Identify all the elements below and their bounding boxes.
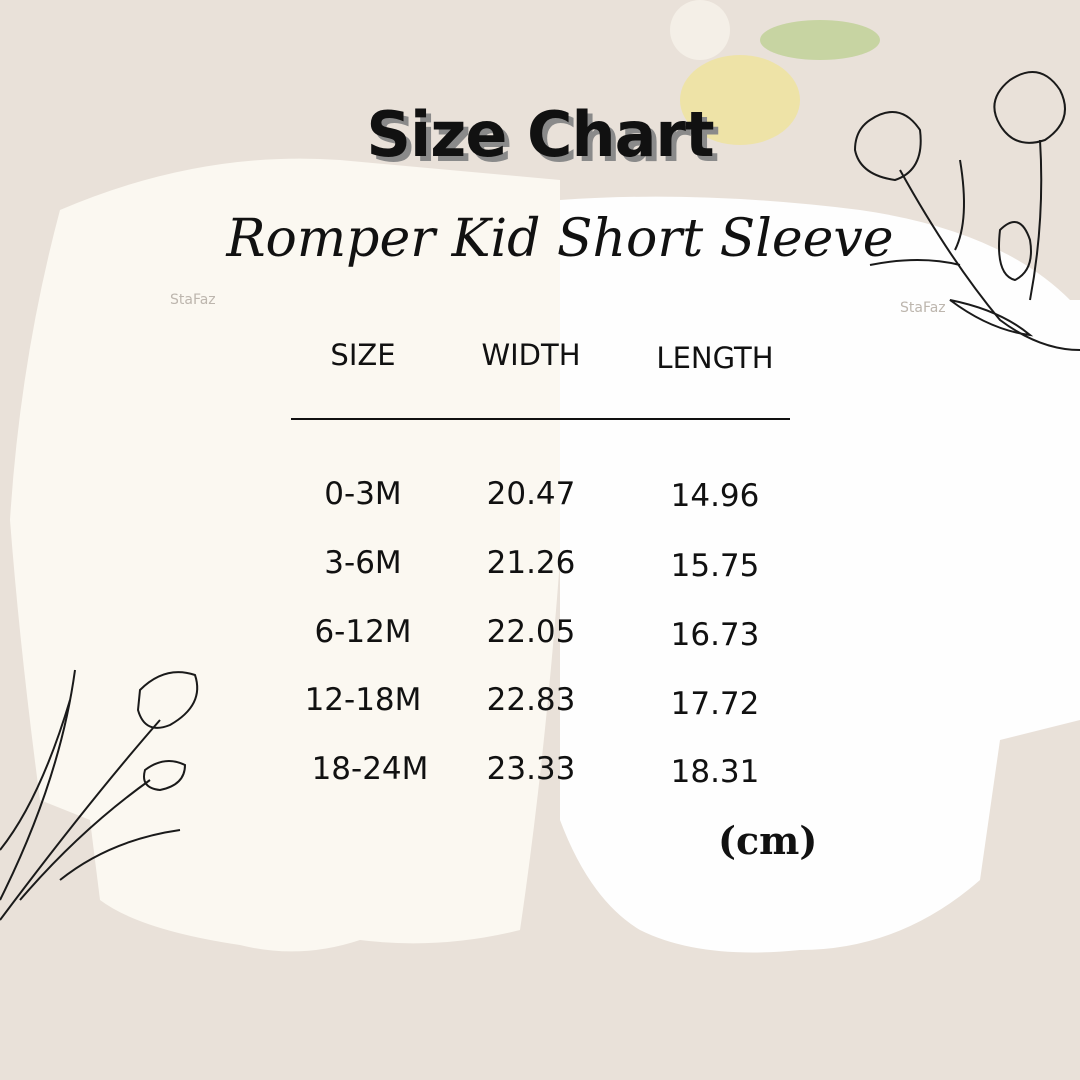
product-subtitle: Romper Kid Short Sleeve [226, 209, 894, 269]
flower-line-art-top-right [853, 71, 1080, 351]
unit-label: (cm) [718, 818, 818, 863]
cell-width: 20.47 [486, 476, 576, 512]
cell-width: 23.33 [486, 751, 576, 787]
yellow-flower-decoration [670, 0, 880, 145]
cell-length: 17.72 [670, 686, 760, 722]
cell-length: 16.73 [670, 617, 760, 653]
romper-left [10, 158, 560, 952]
header-width: WIDTH [481, 338, 581, 372]
cell-width: 22.05 [486, 614, 576, 650]
romper-right [560, 196, 1080, 953]
header-size: SIZE [330, 338, 396, 372]
watermark-left: StaFaz [170, 292, 216, 308]
page-title: Size Chart [366, 98, 714, 171]
cell-size: 0-3M [324, 476, 402, 512]
cell-length: 14.96 [670, 478, 760, 514]
cell-length: 18.31 [670, 754, 760, 790]
tulip-line-art-bottom-left [0, 669, 199, 921]
header-length: LENGTH [656, 341, 774, 375]
watermark-right: StaFaz [900, 300, 946, 316]
cell-size: 12-18M [304, 682, 422, 718]
cell-size: 18-24M [311, 751, 429, 787]
cell-size: 6-12M [314, 614, 412, 650]
header-divider [291, 418, 790, 420]
cell-width: 21.26 [486, 545, 576, 581]
cell-width: 22.83 [486, 682, 576, 718]
cell-length: 15.75 [670, 548, 760, 584]
cell-size: 3-6M [324, 545, 402, 581]
